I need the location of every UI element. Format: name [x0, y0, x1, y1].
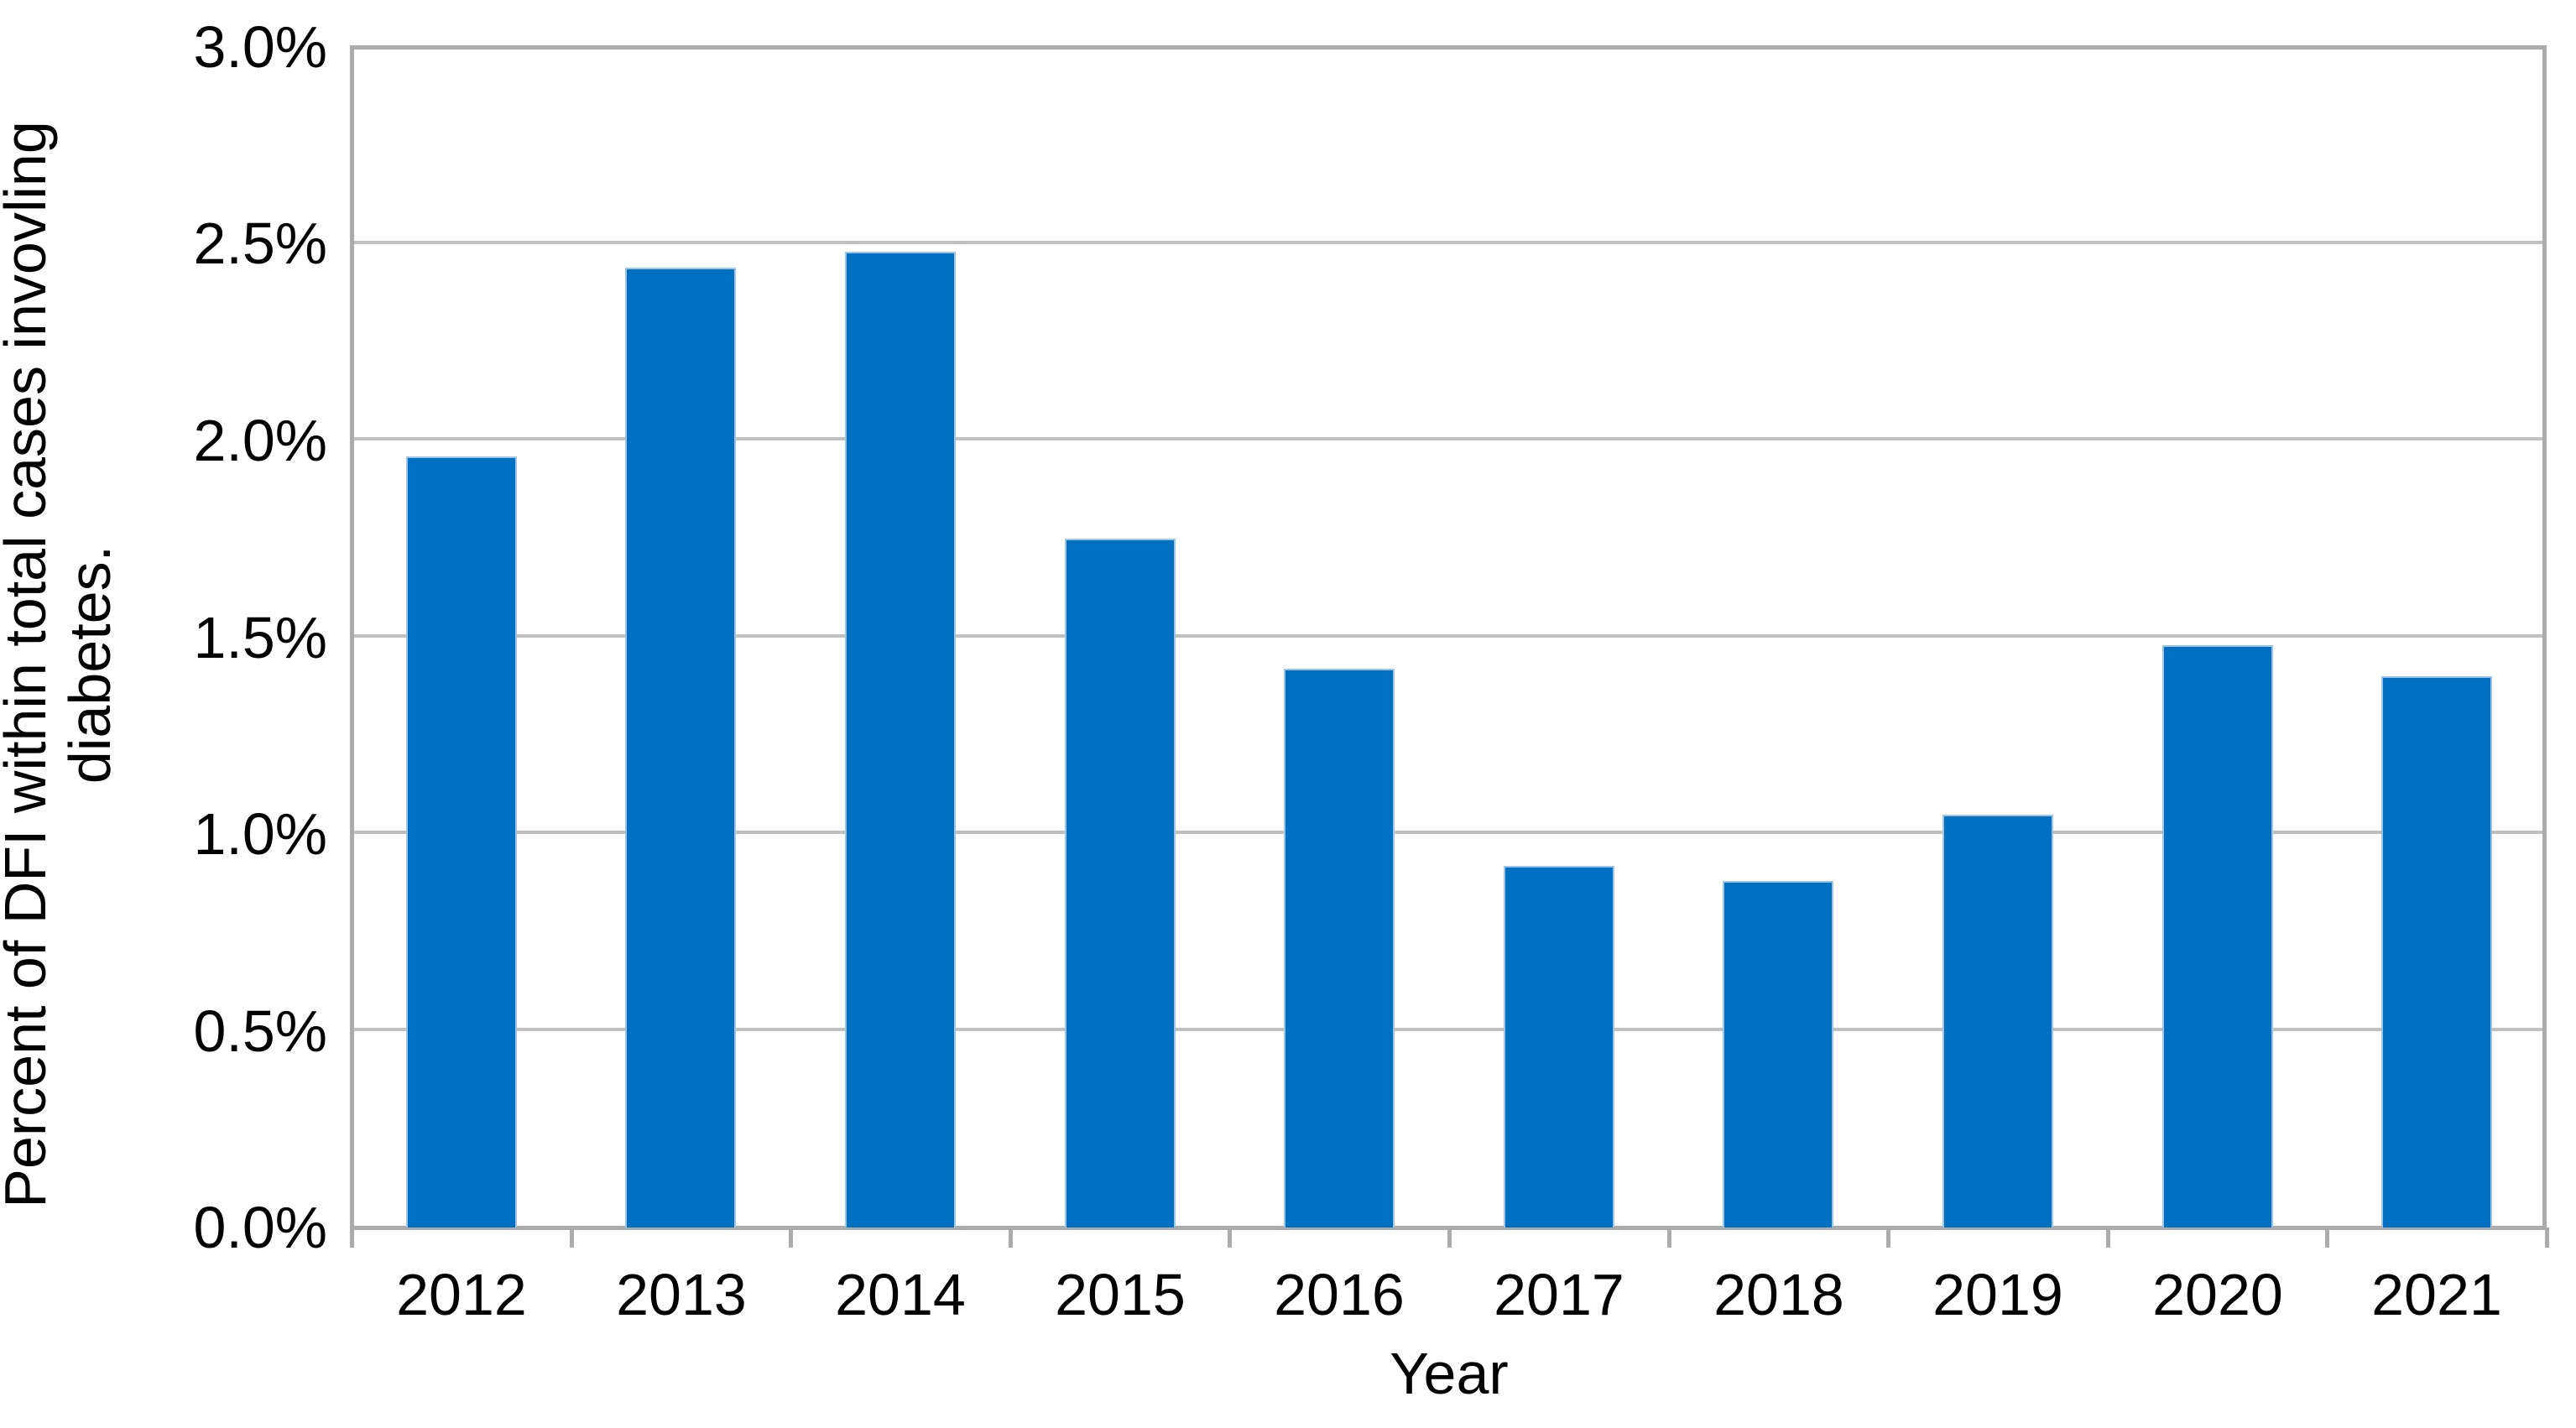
x-axis-tickmark — [2106, 1227, 2110, 1248]
x-tick-label-2016: 2016 — [1274, 1262, 1405, 1327]
bar-2012 — [406, 456, 517, 1227]
y-axis-title-line1: Percent of DFI within total cases invovl… — [0, 121, 58, 1208]
bar-2014 — [845, 252, 956, 1227]
x-axis-tickmark — [350, 1227, 354, 1248]
gridline — [354, 831, 2542, 834]
x-axis-tickmark — [1228, 1227, 1232, 1248]
x-tick-label-2021: 2021 — [2371, 1262, 2502, 1327]
bar-2018 — [1723, 881, 1833, 1227]
x-axis-tickmark — [2545, 1227, 2549, 1248]
gridline — [354, 633, 2542, 638]
y-tick-label-1.0pct: 1.0% — [193, 801, 327, 867]
gridline — [354, 240, 2542, 244]
bar-2017 — [1504, 866, 1614, 1227]
x-tick-label-2013: 2013 — [616, 1262, 747, 1327]
x-axis-tickmark — [1009, 1227, 1013, 1248]
y-tick-label-1.5pct: 1.5% — [193, 605, 327, 670]
x-axis-tickmark — [2325, 1227, 2329, 1248]
bar-2015 — [1065, 539, 1176, 1227]
bar-2020 — [2162, 645, 2273, 1227]
bar-2021 — [2381, 676, 2492, 1227]
x-tick-label-2015: 2015 — [1055, 1262, 1186, 1327]
bar-2016 — [1284, 669, 1395, 1227]
x-tick-label-2019: 2019 — [1932, 1262, 2063, 1327]
bar-2013 — [625, 268, 736, 1227]
x-axis-tickmark — [789, 1227, 793, 1248]
y-tick-label-0.0pct: 0.0% — [193, 1195, 327, 1260]
gridline — [354, 1027, 2542, 1031]
x-axis-tickmark — [1667, 1227, 1671, 1248]
x-axis-tickmark — [1447, 1227, 1452, 1248]
x-tick-label-2012: 2012 — [396, 1262, 527, 1327]
gridline — [354, 437, 2542, 440]
y-tick-label-2.5pct: 2.5% — [193, 211, 327, 276]
bar-2019 — [1942, 815, 2053, 1227]
x-tick-label-2014: 2014 — [835, 1262, 966, 1327]
y-tick-label-3.0pct: 3.0% — [193, 14, 327, 80]
y-tick-label-0.5pct: 0.5% — [193, 998, 327, 1064]
y-tick-label-2.0pct: 2.0% — [193, 408, 327, 473]
x-axis-title: Year — [1390, 1341, 1509, 1406]
x-tick-label-2020: 2020 — [2152, 1262, 2283, 1327]
x-tick-label-2017: 2017 — [1494, 1262, 1624, 1327]
x-tick-label-2018: 2018 — [1713, 1262, 1844, 1327]
x-axis-tickmark — [1886, 1227, 1890, 1248]
x-axis-tickmark — [570, 1227, 574, 1248]
